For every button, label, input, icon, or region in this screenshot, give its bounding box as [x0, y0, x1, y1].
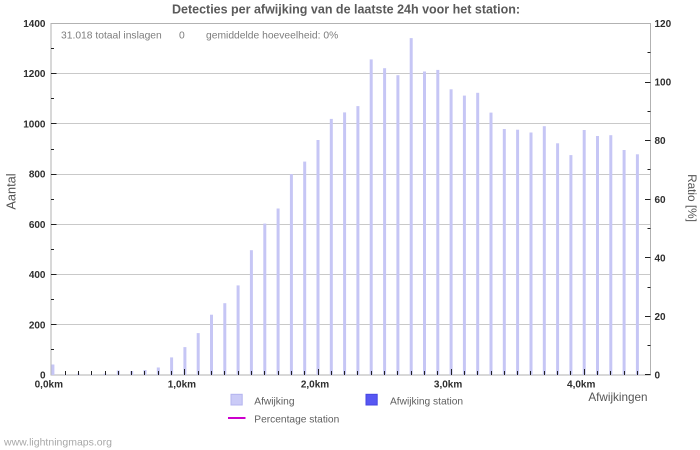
svg-text:Detecties per afwijking van de: Detecties per afwijking van de laatste 2…: [172, 2, 520, 16]
svg-text:80: 80: [655, 136, 667, 147]
svg-text:400: 400: [29, 270, 46, 281]
svg-text:0: 0: [40, 371, 46, 382]
svg-text:0,0km: 0,0km: [35, 379, 63, 390]
svg-text:0: 0: [179, 31, 185, 42]
svg-text:3,0km: 3,0km: [434, 379, 462, 390]
svg-text:40: 40: [655, 253, 667, 264]
svg-text:4,0km: 4,0km: [567, 379, 595, 390]
svg-text:1200: 1200: [23, 69, 46, 80]
svg-text:31.018 totaal inslagen: 31.018 totaal inslagen: [61, 31, 162, 42]
svg-text:2,0km: 2,0km: [301, 379, 329, 390]
svg-text:Aantal: Aantal: [3, 173, 18, 209]
svg-text:Percentage station: Percentage station: [254, 414, 339, 425]
svg-text:Ratio [%]: Ratio [%]: [685, 174, 699, 222]
svg-text:20: 20: [655, 312, 667, 323]
svg-text:0: 0: [655, 371, 661, 382]
svg-text:1000: 1000: [23, 119, 46, 130]
svg-text:Afwijking: Afwijking: [254, 396, 295, 407]
svg-text:1400: 1400: [23, 19, 46, 30]
svg-text:gemiddelde hoeveelheid: 0%: gemiddelde hoeveelheid: 0%: [206, 31, 338, 42]
svg-text:120: 120: [655, 19, 672, 30]
svg-text:100: 100: [655, 78, 672, 89]
svg-text:www.lightningmaps.org: www.lightningmaps.org: [3, 437, 112, 449]
svg-text:800: 800: [29, 170, 46, 181]
svg-text:Afwijking station: Afwijking station: [390, 396, 463, 407]
svg-text:Afwijkingen: Afwijkingen: [588, 391, 647, 404]
svg-text:600: 600: [29, 220, 46, 231]
svg-text:1,0km: 1,0km: [168, 379, 196, 390]
svg-text:200: 200: [29, 320, 46, 331]
svg-text:60: 60: [655, 195, 667, 206]
